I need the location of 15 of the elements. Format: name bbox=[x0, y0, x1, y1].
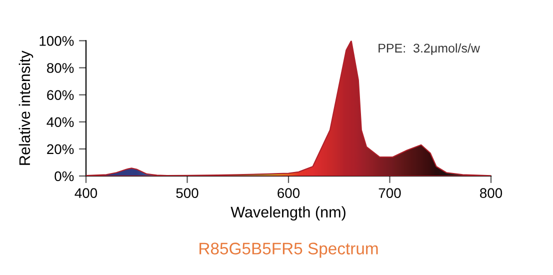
y-tick-label: 20% bbox=[47, 144, 74, 154]
y-tick-label: 0% bbox=[54, 171, 74, 182]
y-tick-label: 40% bbox=[46, 117, 74, 128]
y-axis-title: Relative intensity bbox=[18, 50, 34, 165]
x-tick-label: 400 bbox=[74, 188, 98, 198]
x-tick-label: 600 bbox=[278, 188, 300, 198]
y-tick-label: 100% bbox=[40, 36, 74, 46]
x-tick-label: 500 bbox=[176, 188, 198, 198]
x-tick-label: 700 bbox=[378, 188, 401, 198]
x-tick-label: 800 bbox=[480, 188, 502, 198]
y-tick-label: 80% bbox=[47, 63, 74, 73]
text: R85G5B5FR5 Spectrum bbox=[200, 242, 378, 258]
y-tick-label: 60% bbox=[47, 90, 74, 100]
annotation: PPE: 3.2μmol/s/w bbox=[378, 43, 480, 55]
x-axis-title: Wavelength (nm) bbox=[230, 206, 346, 221]
